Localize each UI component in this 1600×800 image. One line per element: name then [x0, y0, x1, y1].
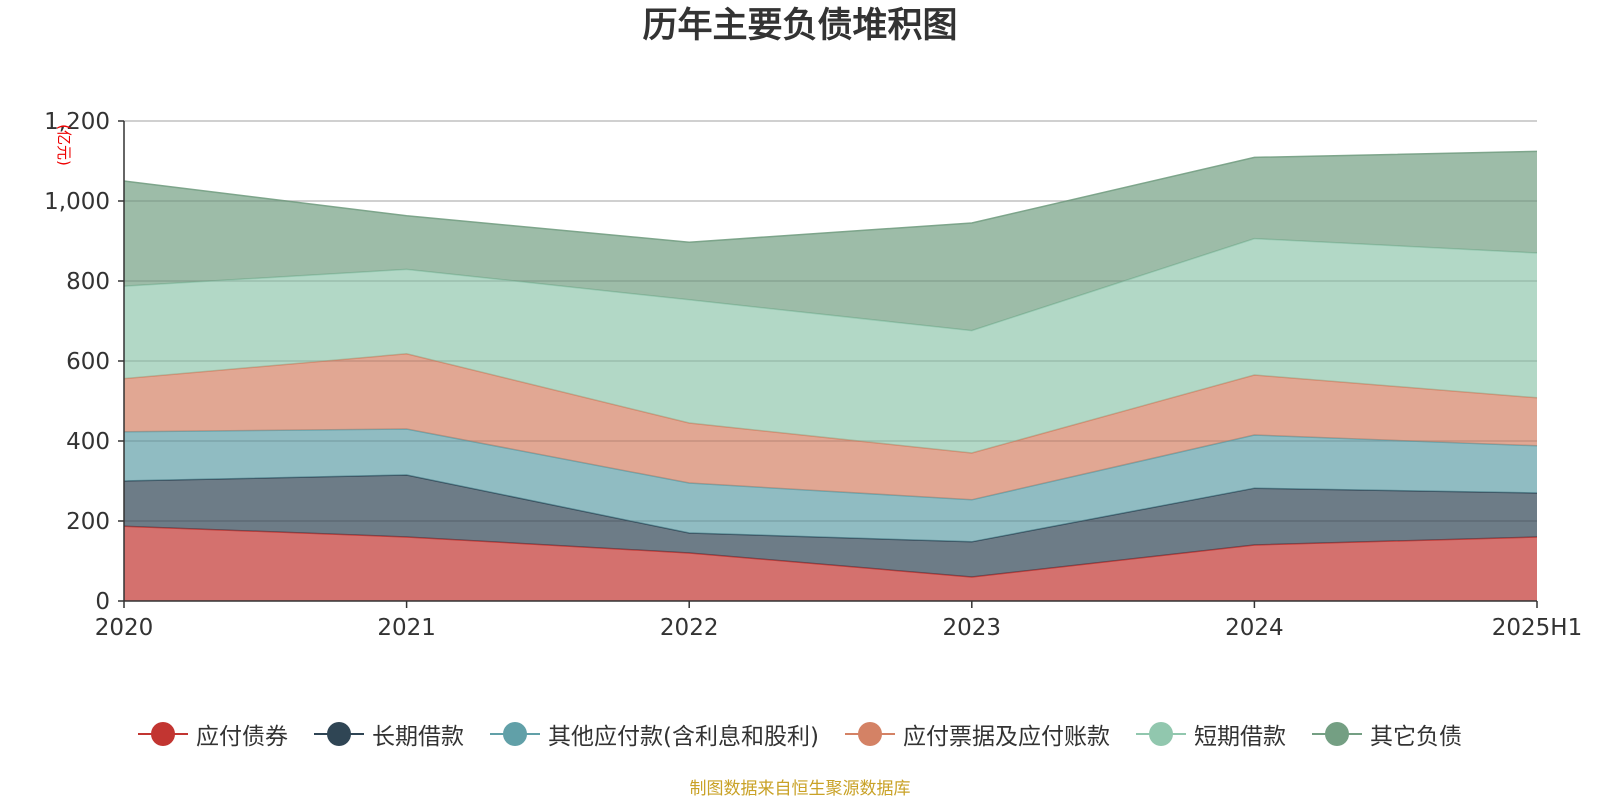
legend-label: 其他应付款(含利息和股利) — [548, 724, 819, 750]
y-tick-label: 600 — [66, 349, 110, 375]
x-tick-label: 2024 — [1225, 615, 1284, 641]
x-tick-label: 2020 — [95, 615, 154, 641]
legend-item[interactable]: 其他应付款(含利息和股利) — [490, 717, 819, 751]
y-tick-label: 400 — [66, 429, 110, 455]
legend-item[interactable]: 长期借款 — [314, 717, 464, 751]
y-tick-label: 1,200 — [44, 109, 110, 135]
legend-label: 其它负债 — [1369, 724, 1462, 750]
area-3[interactable] — [124, 429, 1537, 542]
source-note: 制图数据来自恒生聚源数据库 — [689, 779, 911, 799]
area-2[interactable] — [124, 475, 1537, 577]
legend-item[interactable]: 其它负债 — [1311, 717, 1462, 751]
legend-marker-icon — [1135, 721, 1186, 747]
y-tick-label: 200 — [66, 509, 110, 535]
area-5[interactable] — [124, 238, 1537, 453]
legend-marker-icon — [138, 721, 189, 747]
y-tick-label: 1,000 — [44, 189, 110, 215]
axes: 0 200 400 600 800 1,000 1,200 2020 2021 2022 2023 2… — [44, 109, 1582, 641]
legend-marker-icon — [1311, 721, 1362, 747]
legend-label: 短期借款 — [1193, 724, 1286, 750]
area-series — [123, 150, 1538, 601]
chart-title: 历年主要负债堆积图 — [642, 6, 958, 46]
legend-marker-icon — [314, 721, 365, 747]
x-tick-label: 2021 — [377, 615, 436, 641]
legend: 应付债券 长期借款 其他应付款(含利息和股利) 应付票据及应付账款 短期借款 其它负债 — [0, 714, 1600, 754]
area-6[interactable] — [124, 151, 1537, 331]
legend-item[interactable]: 应付票据及应付账款 — [844, 717, 1110, 751]
legend-item[interactable]: 短期借款 — [1135, 717, 1286, 751]
legend-item[interactable]: 应付债券 — [138, 717, 288, 751]
y-axis-label: (亿元) — [55, 124, 73, 166]
legend-label: 应付债券 — [196, 724, 289, 750]
legend-marker-icon — [490, 721, 541, 747]
legend-label: 长期借款 — [372, 724, 465, 750]
area-4[interactable] — [124, 353, 1537, 500]
area-1[interactable] — [124, 526, 1537, 601]
series-line-6 — [123, 150, 1538, 243]
y-tick-label: 800 — [66, 269, 110, 295]
x-tick-label: 2023 — [943, 615, 1002, 641]
x-tick-label: 2025H1 — [1492, 615, 1582, 641]
legend-marker-icon — [844, 721, 895, 747]
x-tick-label: 2022 — [660, 615, 719, 641]
legend-label: 应付票据及应付账款 — [902, 724, 1110, 750]
y-tick-label: 0 — [95, 589, 110, 615]
